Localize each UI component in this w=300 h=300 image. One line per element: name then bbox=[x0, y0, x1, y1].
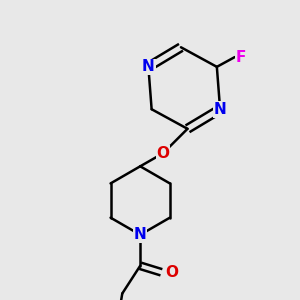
Text: F: F bbox=[236, 50, 247, 64]
Text: N: N bbox=[142, 59, 155, 74]
Text: N: N bbox=[214, 102, 226, 117]
Text: N: N bbox=[134, 227, 147, 242]
Text: O: O bbox=[157, 146, 169, 161]
Text: O: O bbox=[165, 265, 178, 280]
